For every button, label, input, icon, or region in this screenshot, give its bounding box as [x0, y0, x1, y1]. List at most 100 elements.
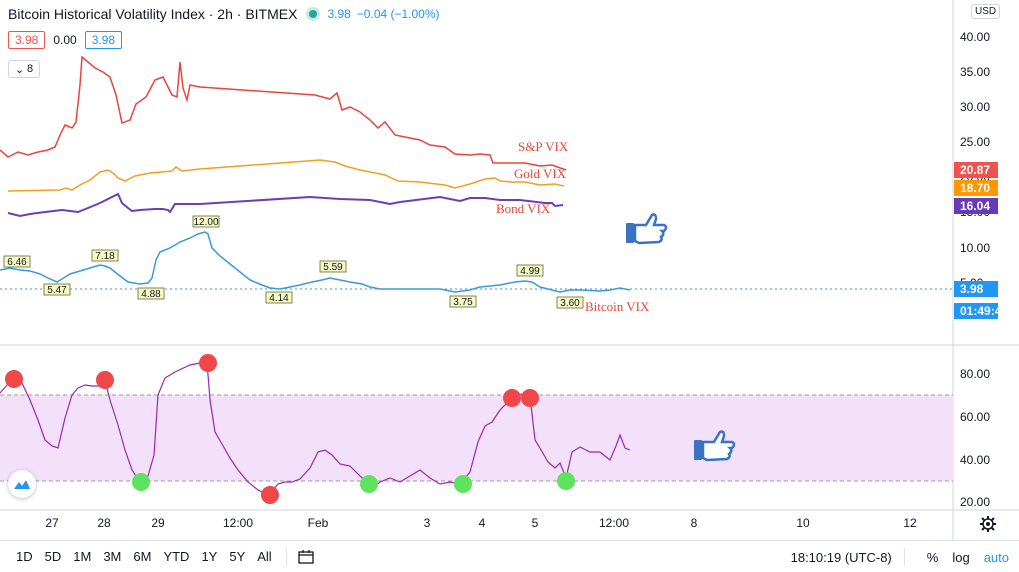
oscillator-tick-label: 20.00 — [960, 495, 990, 509]
bitcoin-value-label: 4.14 — [269, 293, 289, 304]
last-value: 3.98 — [327, 7, 351, 21]
oscillator-tick-label: 40.00 — [960, 453, 990, 467]
time-tick-label: 10 — [796, 516, 810, 530]
percent-scale-toggle[interactable]: % — [926, 549, 939, 565]
bitcoin-value-label-bg — [43, 283, 71, 296]
range-button-all[interactable]: All — [257, 549, 272, 564]
bitcoin-value-label-bg — [91, 249, 119, 262]
bond-vix-line — [7, 192, 564, 218]
indicator-value-red: 3.98 — [8, 31, 46, 49]
bottom-right-controls: 18:10:19 (UTC-8) % log auto — [777, 548, 1009, 566]
overbought-markers — [5, 354, 539, 407]
bitcoin-value-label: 7.18 — [95, 251, 115, 262]
bitcoin-value-label-bg — [319, 260, 347, 273]
price-tick-label: 40.00 — [960, 30, 990, 44]
price-label-bg — [954, 303, 998, 319]
bitcoin-value-label: 4.88 — [141, 289, 161, 300]
price-label: 16.04 — [960, 199, 990, 213]
bitcoin-value-label-bg — [137, 287, 165, 300]
time-tick-label: 8 — [691, 516, 698, 530]
bitcoin-value-label: 12.00 — [193, 217, 218, 228]
price-tick-label: 10.00 — [960, 241, 990, 255]
price-label: 18.70 — [960, 181, 990, 195]
oversold-markers — [132, 472, 575, 493]
time-tick-label: Feb — [308, 516, 329, 530]
oscillator-band — [0, 395, 953, 481]
price-label: 20.87 — [960, 163, 990, 177]
bond-vix-annotation: Bond VIX — [496, 201, 551, 216]
bitcoin-value-label-bg — [449, 295, 477, 308]
range-button-5y[interactable]: 5Y — [229, 549, 246, 564]
range-button-1d[interactable]: 1D — [16, 549, 33, 564]
gold-vix-annotation: Gold VIX — [514, 166, 567, 181]
time-tick-label: 12 — [903, 516, 917, 530]
time-tick-label: 28 — [97, 516, 111, 530]
settings-icon[interactable] — [980, 516, 996, 532]
bitcoin-value-label-bg — [265, 291, 293, 304]
bitcoin-value-label: 4.99 — [520, 266, 540, 277]
indicators-count: 8 — [27, 63, 34, 75]
price-change: −0.04 (−1.00%) — [356, 7, 440, 21]
gold-vix-line — [7, 159, 565, 192]
price-label-bg — [954, 281, 998, 297]
indicator-value-zero: 0.00 — [53, 33, 77, 47]
time-tick-label: 12:00 — [223, 516, 253, 530]
price-label: 01:49:41 — [960, 304, 1008, 318]
bitcoin-vix-annotation: Bitcoin VIX — [585, 299, 650, 314]
symbol-title[interactable]: Bitcoin Historical Volatility Index · 2h… — [8, 6, 298, 22]
time-axis[interactable]: 27 28 29 12:00 Feb 3 4 5 12:00 8 10 12 — [45, 516, 917, 530]
auto-scale-toggle[interactable]: auto — [983, 549, 1009, 565]
bitcoin-value-label-bg — [556, 296, 584, 309]
price-label-bg — [954, 180, 998, 196]
calendar-icon[interactable] — [297, 549, 315, 565]
oscillator-tick-label: 60.00 — [960, 410, 990, 424]
price-label-bg — [954, 198, 998, 214]
chart-legend[interactable]: Bitcoin Historical Volatility Index · 2h… — [8, 4, 446, 24]
sp-vix-line — [0, 55, 567, 171]
bitcoin-value-label-bg — [516, 264, 544, 277]
indicator-value-blue: 3.98 — [84, 31, 123, 49]
bitcoin-value-label-bg — [192, 215, 220, 228]
clock-display[interactable]: 18:10:19 (UTC-8) — [790, 549, 892, 565]
range-button-1y[interactable]: 1Y — [201, 549, 218, 564]
range-button-6m[interactable]: 6M — [133, 549, 152, 564]
oversold-red-marker — [261, 486, 279, 504]
market-status-dot — [309, 10, 318, 18]
bitcoin-vix-line — [0, 231, 631, 293]
log-scale-toggle[interactable]: log — [952, 549, 970, 565]
oscillator-tick-label: 80.00 — [960, 367, 990, 381]
bitcoin-value-label: 6.46 — [7, 257, 27, 268]
bottom-toolbar: 1D 5D 1M 3M 6M YTD 1Y 5Y All 18:10:19 (UTC-8) % … — [0, 540, 1019, 572]
price-tick-label: 35.00 — [960, 65, 990, 79]
price-tick-label: 25.00 — [960, 135, 990, 149]
range-button-5d[interactable]: 5D — [44, 549, 62, 564]
bitcoin-value-label: 3.60 — [560, 298, 580, 309]
bitcoin-value-label-bg — [3, 255, 31, 268]
range-button-1m[interactable]: 1M — [73, 549, 92, 564]
range-button-3m[interactable]: 3M — [103, 549, 122, 564]
indicator-values: 3.98 0.00 3.98 — [8, 31, 130, 49]
range-button-ytd[interactable]: YTD — [163, 549, 190, 564]
time-tick-label: 29 — [151, 516, 165, 530]
time-tick-label: 5 — [532, 516, 539, 530]
time-tick-label: 12:00 — [599, 516, 629, 530]
tradingview-logo-icon[interactable] — [8, 470, 36, 498]
toolbar-divider — [285, 547, 287, 566]
pointing-hand-icon — [626, 213, 668, 245]
time-tick-label: 3 — [424, 516, 431, 530]
price-label: 3.98 — [960, 282, 984, 296]
oscillator-axis[interactable]: 80.00 60.00 40.00 20.00 — [960, 367, 990, 509]
bitcoin-value-label: 3.75 — [453, 297, 473, 308]
time-tick-label: 4 — [479, 516, 486, 530]
price-axis-labels: 20.87 18.70 16.04 3.98 01:49:41 — [954, 162, 1008, 319]
currency-button[interactable]: USD — [971, 4, 1001, 19]
bitcoin-value-label: 5.59 — [323, 262, 343, 273]
indicators-collapse-button[interactable]: ⌄ 8 — [8, 60, 40, 78]
toolbar-divider — [903, 548, 905, 566]
price-label-bg — [954, 162, 998, 178]
date-range-buttons: 1D 5D 1M 3M 6M YTD 1Y 5Y All — [0, 549, 278, 564]
bitcoin-value-labels: 6.46 5.47 7.18 4.88 12.00 4.14 5.59 3.75 4.99 3.6… — [3, 215, 584, 309]
sp-vix-annotation: S&P VIX — [518, 139, 569, 154]
